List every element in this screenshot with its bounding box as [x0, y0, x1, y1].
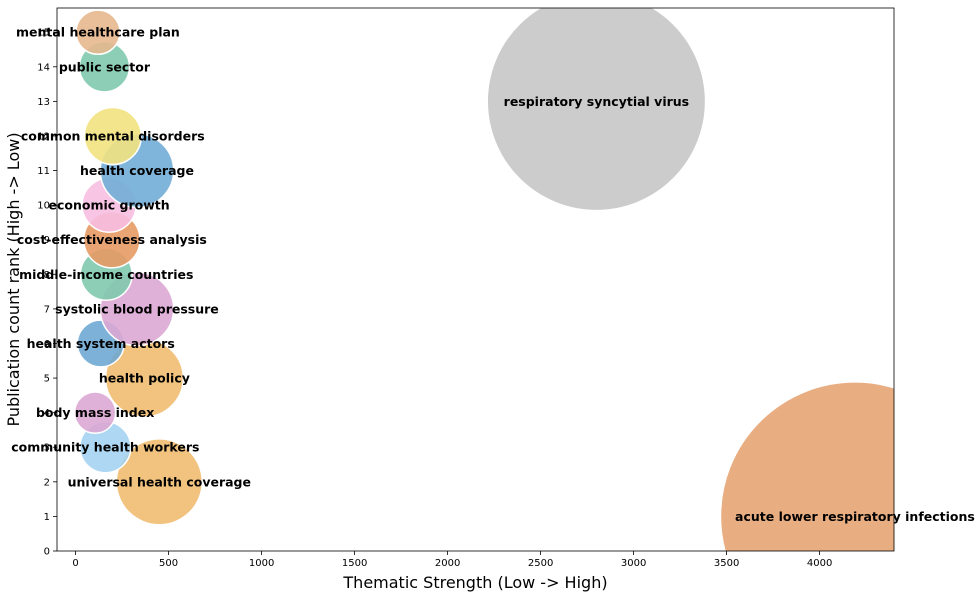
y-axis-title: Publication count rank (High -> Low)	[4, 132, 23, 426]
bubble	[75, 9, 121, 56]
bubble-label: mental healthcare plan	[16, 25, 180, 40]
y-tick-label: 15	[37, 28, 50, 39]
bubble	[486, 8, 707, 212]
y-tick-label: 2	[44, 477, 50, 488]
y-tick-label: 4	[44, 408, 50, 419]
x-tick-label: 1500	[342, 558, 367, 569]
bubble-label: respiratory syncytial virus	[504, 94, 689, 109]
plot-frame	[56, 7, 895, 552]
bubble-label: health system actors	[27, 336, 175, 351]
point-label-layer: acute lower respiratory infections univer…	[11, 25, 975, 524]
bubble-label: public sector	[59, 59, 151, 74]
x-tick-label: 3500	[714, 558, 739, 569]
bubble-label: universal health coverage	[68, 474, 251, 489]
bubble-label: health coverage	[80, 163, 194, 178]
bubble-label: acute lower respiratory infections	[735, 509, 975, 524]
bubble-label: body mass index	[36, 405, 154, 420]
x-tick-label: 2500	[528, 558, 553, 569]
x-tick-label: 4000	[807, 558, 832, 569]
bubble	[115, 438, 204, 526]
bubble-label: systolic blood pressure	[55, 301, 219, 316]
bubble-label: cost-effectiveness analysis	[17, 232, 207, 247]
y-tick-label: 0	[44, 547, 50, 558]
x-tick-label: 2000	[435, 558, 460, 569]
y-tick-label: 11	[37, 166, 50, 177]
x-tick-label: 0	[72, 558, 78, 569]
y-tick-label: 1	[44, 512, 50, 523]
y-tick-label: 5	[44, 374, 50, 385]
y-tick-label: 12	[37, 131, 50, 142]
x-tick-label: 500	[159, 558, 178, 569]
x-axis-title: Thematic Strength (Low -> High)	[342, 573, 607, 592]
bubble-label: middle-income countries	[19, 267, 193, 282]
bubble-label: community health workers	[11, 440, 199, 455]
x-tick-label: 1000	[249, 558, 274, 569]
bubble	[73, 391, 117, 435]
bubble-label: health policy	[99, 371, 190, 386]
y-tick-label: 13	[37, 97, 50, 108]
y-tick-label: 9	[44, 235, 50, 246]
y-tick-label: 7	[44, 304, 50, 315]
bubble	[719, 381, 894, 551]
y-tick-label: 6	[44, 339, 50, 350]
x-axis-ticks: 0 500 1000 1500 2000 2500 3000 3500 4000	[72, 551, 832, 569]
bubble-label: common mental disorders	[21, 128, 205, 143]
bubble-layer	[73, 8, 894, 551]
bubble-label: economic growth	[49, 198, 170, 213]
y-tick-label: 8	[44, 270, 50, 281]
x-tick-label: 3000	[621, 558, 646, 569]
y-tick-label: 10	[37, 201, 50, 212]
bubble	[83, 106, 143, 166]
y-tick-label: 3	[44, 443, 50, 454]
y-tick-label: 14	[37, 62, 50, 73]
